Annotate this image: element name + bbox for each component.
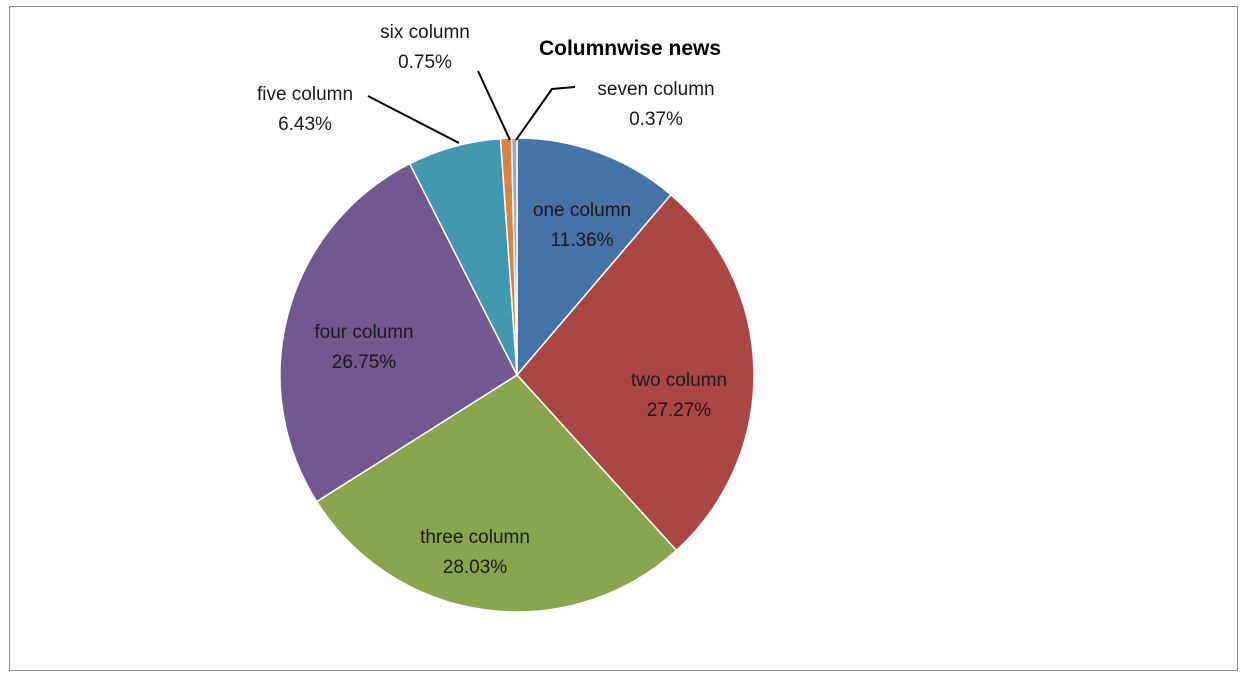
slice-label-6: six column — [380, 22, 470, 43]
slice-value-label-3: 28.03% — [443, 557, 508, 578]
slice-labels: one column 11.36% two column 27.27% three co… — [257, 22, 727, 578]
pie-slice-4 — [279, 162, 518, 503]
slice-value-label-1: 11.36% — [550, 230, 613, 251]
pie-slice-3 — [315, 374, 678, 613]
leader-line-7 — [515, 86, 576, 141]
slice-label-4: four column — [314, 322, 413, 343]
pie-slice-1 — [516, 137, 672, 378]
slice-label-7: seven column — [597, 79, 714, 100]
pie-slice-2 — [516, 193, 755, 552]
slice-label-3: three column — [420, 527, 530, 548]
slice-label-1: one column — [533, 200, 631, 221]
chart-title: Columnwise news — [539, 37, 721, 60]
slice-value-label-7: 0.37% — [629, 109, 683, 130]
slice-value-label-4: 26.75% — [332, 352, 397, 373]
pie-slices — [279, 137, 755, 613]
leader-line-5 — [367, 95, 460, 144]
slice-value-label-5: 6.43% — [278, 114, 332, 135]
leader-line-6 — [477, 70, 511, 141]
slice-label-2: two column — [631, 370, 727, 391]
leader-lines — [367, 70, 576, 144]
slice-value-label-6: 0.75% — [398, 52, 452, 73]
slice-value-label-2: 27.27% — [647, 400, 712, 421]
slice-label-5: five column — [257, 84, 353, 105]
